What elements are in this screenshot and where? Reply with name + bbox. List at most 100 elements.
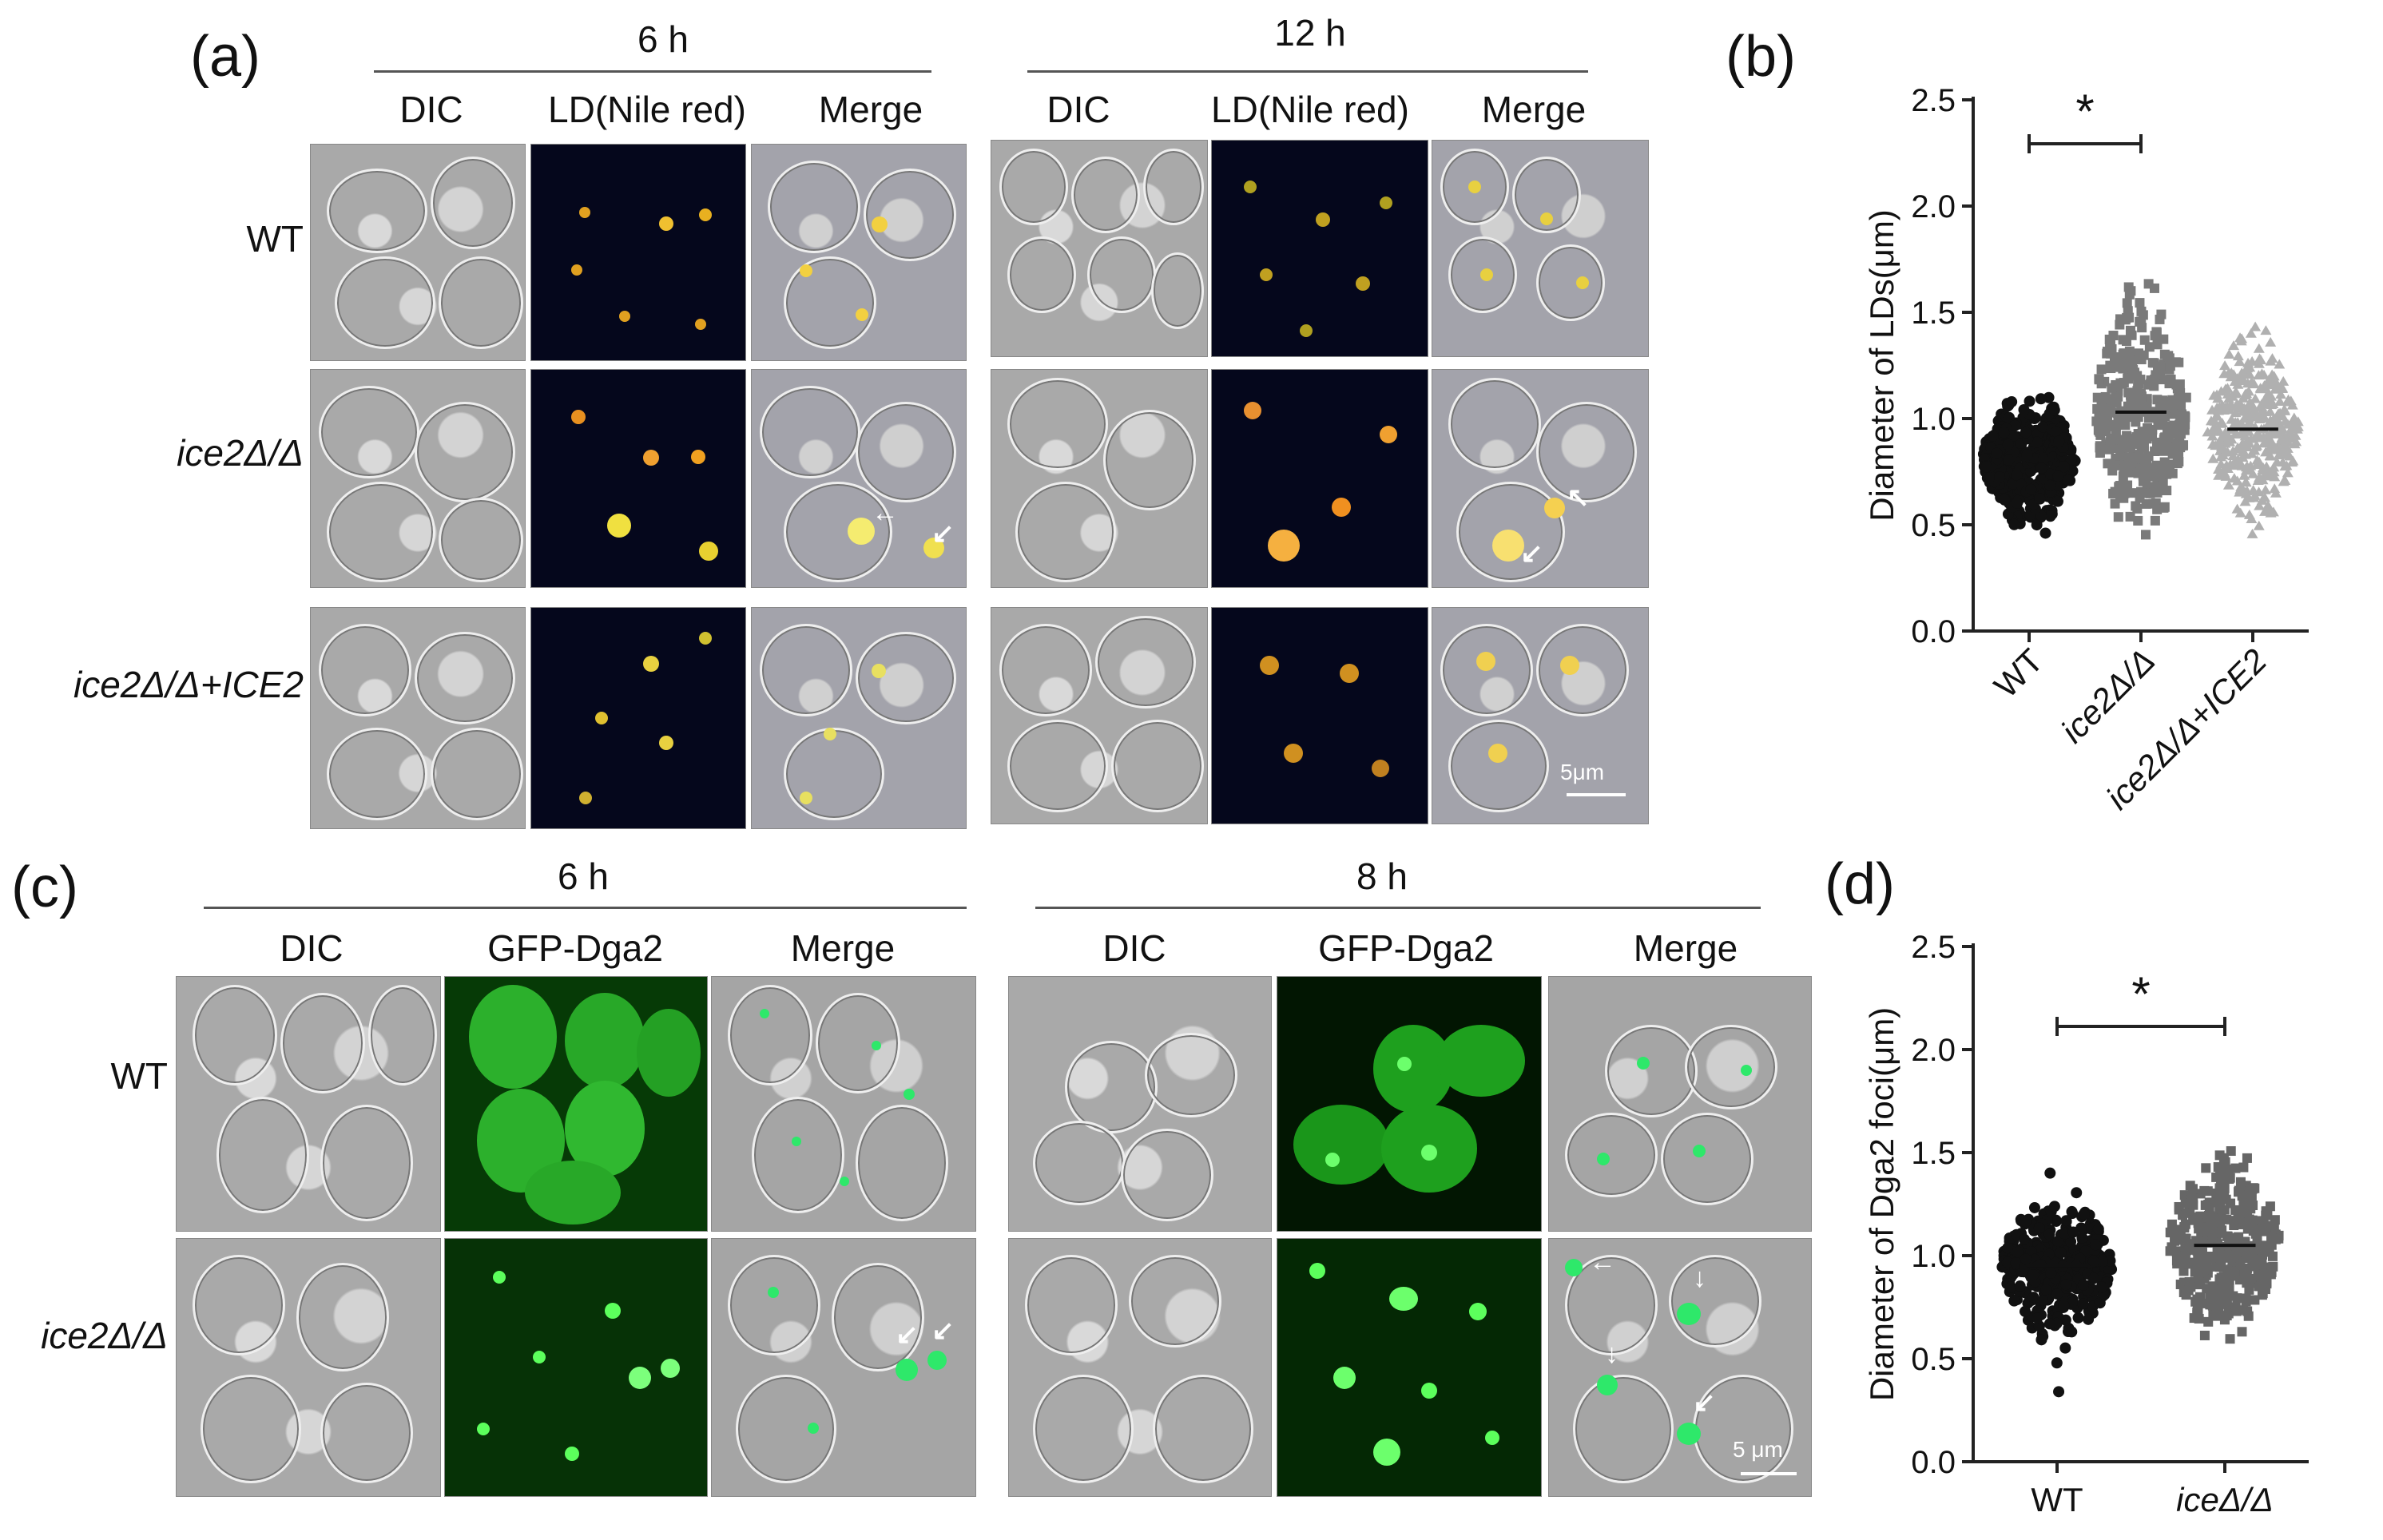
micrograph-a-rescue-dic-6h — [310, 607, 526, 829]
data-point — [2232, 454, 2244, 464]
data-point — [2231, 475, 2243, 486]
data-point — [2132, 386, 2143, 396]
y-tick-label: 1.5 — [1911, 296, 1956, 331]
data-point — [2214, 1217, 2224, 1228]
data-point — [2262, 505, 2274, 515]
data-point — [2096, 364, 2107, 375]
data-point — [2242, 1306, 2253, 1316]
micrograph-a-ice2-ld-6h — [530, 369, 746, 588]
data-point — [2077, 1298, 2089, 1310]
data-point — [2106, 400, 2116, 411]
data-point — [2260, 325, 2272, 335]
data-point — [2119, 378, 2129, 388]
data-point — [2020, 1305, 2032, 1317]
data-point — [2094, 374, 2104, 384]
data-point — [2182, 1259, 2193, 1269]
scale-bar-label-c: 5 μm — [1733, 1437, 1783, 1462]
data-point — [2147, 358, 2158, 368]
data-point — [2008, 430, 2020, 442]
data-point — [2066, 1326, 2078, 1338]
data-point — [2212, 426, 2224, 436]
data-point — [2031, 436, 2043, 448]
data-point — [2178, 1266, 2189, 1276]
y-tick-label: 0.0 — [1911, 1445, 1956, 1480]
data-point — [2253, 520, 2265, 530]
data-point — [2243, 369, 2255, 379]
data-point — [2246, 514, 2258, 524]
panel-a-12h-rule — [1027, 70, 1588, 73]
arrow-icon: ← — [1589, 1247, 1616, 1277]
data-point — [2238, 470, 2250, 480]
data-point — [2265, 336, 2277, 347]
data-point — [2010, 1257, 2022, 1269]
data-point — [2066, 1205, 2078, 1217]
data-point — [2202, 1222, 2213, 1232]
data-point — [2186, 1193, 2197, 1204]
data-point — [2195, 1189, 2206, 1199]
data-point — [2150, 446, 2160, 456]
data-point — [2222, 479, 2234, 490]
arrow-icon: ↙ — [1693, 1387, 1716, 1418]
panel-a-letter: (a) — [190, 25, 260, 89]
data-point — [2285, 395, 2297, 406]
data-point — [2214, 1274, 2225, 1284]
data-point — [2131, 501, 2141, 511]
data-point — [1987, 430, 1999, 442]
data-point — [2089, 1239, 2101, 1251]
data-point — [2259, 484, 2271, 494]
data-point — [2208, 1285, 2218, 1296]
data-point — [2258, 382, 2270, 392]
data-point — [1998, 427, 2010, 439]
data-point — [2270, 487, 2282, 498]
data-point — [2291, 419, 2303, 430]
data-point — [2215, 441, 2227, 451]
data-point — [2275, 426, 2287, 436]
data-point — [1994, 471, 2006, 483]
arrow-icon: ↖ — [1567, 482, 1590, 513]
data-point — [2236, 367, 2248, 378]
data-point — [2052, 470, 2064, 482]
data-point — [2255, 400, 2267, 411]
data-point — [2174, 457, 2184, 467]
data-point — [2151, 327, 2162, 337]
data-point — [2180, 1233, 2190, 1244]
data-point — [2274, 395, 2286, 406]
data-point — [2219, 447, 2231, 457]
data-point — [2290, 436, 2302, 447]
micrograph-c-ice2-dic-8h — [1008, 1238, 1272, 1497]
data-point — [2247, 1215, 2258, 1225]
data-point — [2278, 375, 2290, 386]
micrograph-c-wt-dic-8h — [1008, 976, 1272, 1232]
data-point — [2249, 490, 2261, 500]
data-point — [2247, 484, 2259, 494]
data-point — [2020, 1216, 2032, 1228]
data-point — [2240, 488, 2252, 498]
data-point — [2092, 1223, 2104, 1235]
data-point — [2107, 383, 2117, 393]
arrow-icon: ↙ — [896, 1320, 919, 1350]
data-point — [2103, 458, 2113, 469]
panel-c-6h-rule — [204, 907, 967, 909]
data-point — [2233, 1213, 2243, 1223]
data-point — [2152, 504, 2163, 514]
panel-a-row-ice2-ice2: ice2Δ/Δ+ICE2 — [73, 664, 304, 705]
micrograph-c-wt-merge-8h — [1548, 976, 1812, 1232]
data-point — [2210, 411, 2222, 421]
data-point — [2114, 482, 2124, 492]
data-point — [2215, 458, 2227, 469]
data-point — [2205, 1211, 2215, 1221]
data-point — [2060, 1279, 2072, 1291]
data-point — [2242, 1193, 2252, 1203]
y-tick-label: 1.5 — [1911, 1136, 1956, 1171]
data-point — [2033, 1222, 2045, 1234]
panel-c-8h-rule — [1035, 907, 1761, 909]
data-point — [2272, 419, 2284, 430]
data-point — [2217, 1225, 2227, 1236]
data-point — [2037, 421, 2049, 433]
data-point — [2202, 1186, 2213, 1197]
data-point — [2228, 340, 2240, 351]
data-point — [2155, 412, 2165, 423]
data-point — [2106, 435, 2116, 446]
data-point — [2058, 1300, 2070, 1312]
data-point — [2243, 426, 2255, 436]
